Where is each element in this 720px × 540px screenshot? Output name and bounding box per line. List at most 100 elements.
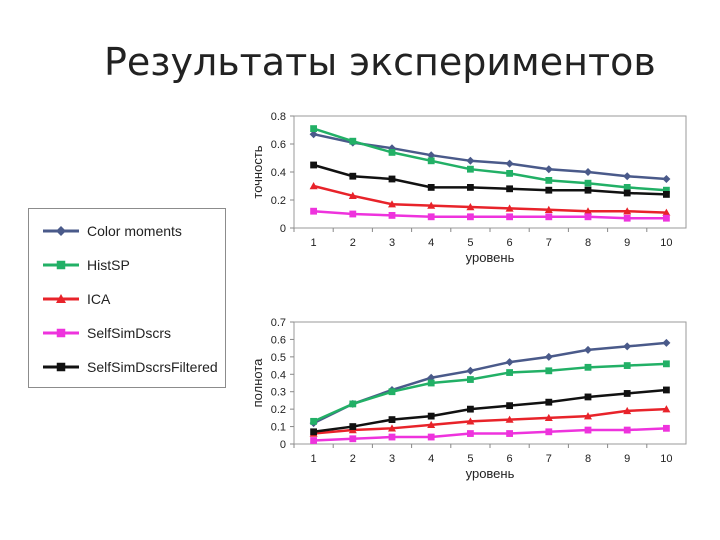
y-tick-label: 0 (280, 439, 286, 451)
x-tick-label: 9 (624, 237, 630, 249)
data-point (506, 185, 513, 193)
data-point (348, 191, 357, 199)
data-point (545, 428, 553, 436)
data-point (506, 430, 513, 437)
data-point (309, 182, 318, 190)
legend-marker (56, 328, 66, 338)
data-point (310, 428, 317, 436)
data-point (505, 415, 514, 423)
data-point (545, 213, 553, 221)
y-tick-label: 0.6 (271, 334, 286, 346)
legend-svg: Color moments HistSP ICA SelfSimDscrs SelfSi… (43, 223, 218, 375)
x-tick-label: 4 (428, 237, 434, 249)
legend-label: SelfSimDscrsFiltered (87, 359, 218, 375)
data-point (544, 165, 553, 174)
data-point (623, 214, 631, 222)
data-point (584, 213, 592, 221)
data-point (545, 367, 553, 375)
data-point (466, 417, 475, 425)
data-point (505, 204, 514, 212)
data-point (388, 416, 396, 423)
x-tick-label: 5 (467, 237, 473, 249)
series-line (313, 132, 667, 181)
legend-label: SelfSimDscrs (87, 325, 171, 341)
legend-label: ICA (87, 291, 111, 307)
y-tick-label: 0.7 (271, 317, 286, 329)
legend-marker (56, 294, 66, 303)
data-point (506, 369, 513, 376)
data-point (505, 159, 514, 168)
x-tick-label: 7 (546, 237, 552, 249)
data-point (427, 213, 435, 221)
data-point (506, 170, 513, 177)
data-point (427, 184, 435, 191)
series-line (313, 163, 667, 196)
x-tick-label: 10 (660, 237, 672, 249)
data-point (310, 417, 317, 425)
data-point (584, 345, 592, 354)
legend-marker (56, 226, 66, 236)
y-tick-label: 0.4 (271, 167, 286, 179)
x-tick-label: 3 (389, 453, 395, 465)
x-tick-label: 5 (467, 453, 473, 465)
data-point (662, 338, 671, 347)
x-tick-label: 6 (507, 237, 513, 249)
data-point (388, 388, 396, 396)
data-point (427, 433, 435, 441)
data-point (623, 184, 631, 191)
data-point (349, 423, 357, 430)
y-tick-label: 0 (280, 223, 286, 235)
recall-chart-svg: 0 0.1 0.2 0.3 0.4 0.5 0.6 0.7 1 2 3 4 5 6 7 8 9 10 уровень… (250, 317, 687, 481)
data-point (623, 172, 632, 181)
data-point (349, 137, 357, 145)
data-point (506, 402, 513, 410)
series-line (313, 427, 667, 442)
data-point (623, 426, 631, 434)
y-tick-label: 0.1 (271, 422, 286, 434)
x-tick-label: 2 (350, 453, 356, 465)
precision-chart-svg: 0 0.2 0.4 0.6 0.8 1 2 3 4 5 6 7 8 9 10 уровень точность (250, 111, 687, 265)
data-point (544, 352, 553, 361)
x-tick-label: 7 (546, 453, 552, 465)
y-tick-label: 0.2 (271, 195, 286, 207)
data-point (623, 390, 631, 397)
data-point (663, 386, 670, 394)
legend-marker (56, 260, 66, 270)
data-point (662, 208, 671, 216)
y-axis-label: точность (250, 145, 265, 198)
precision-chart: 0 0.2 0.4 0.6 0.8 1 2 3 4 5 6 7 8 9 10 уровень точность (232, 104, 697, 276)
data-point (506, 213, 513, 221)
data-point (388, 175, 396, 183)
data-point (310, 207, 317, 215)
data-point (349, 210, 357, 218)
data-point (466, 203, 475, 211)
series-line (313, 184, 667, 214)
x-axis-label: уровень (466, 250, 515, 265)
data-point (544, 413, 553, 422)
data-point (467, 405, 474, 413)
data-point (663, 191, 670, 198)
data-point (427, 379, 435, 387)
data-point (663, 360, 670, 368)
data-point (584, 168, 592, 176)
data-point (349, 172, 357, 180)
data-point (545, 177, 553, 184)
x-tick-label: 2 (350, 237, 356, 249)
legend-marker (56, 362, 66, 372)
x-tick-label: 1 (311, 237, 317, 249)
series-line (313, 209, 667, 220)
data-point (349, 435, 357, 443)
data-point (623, 342, 632, 351)
data-point (545, 186, 553, 194)
series-line (313, 388, 667, 434)
data-point (427, 151, 436, 160)
y-tick-label: 0.6 (271, 139, 286, 151)
x-tick-label: 6 (507, 453, 513, 465)
data-point (663, 214, 670, 222)
data-point (584, 207, 592, 215)
data-point (467, 430, 474, 437)
data-point (310, 125, 317, 132)
data-point (467, 165, 474, 173)
data-point (663, 424, 670, 432)
data-point (584, 393, 592, 401)
